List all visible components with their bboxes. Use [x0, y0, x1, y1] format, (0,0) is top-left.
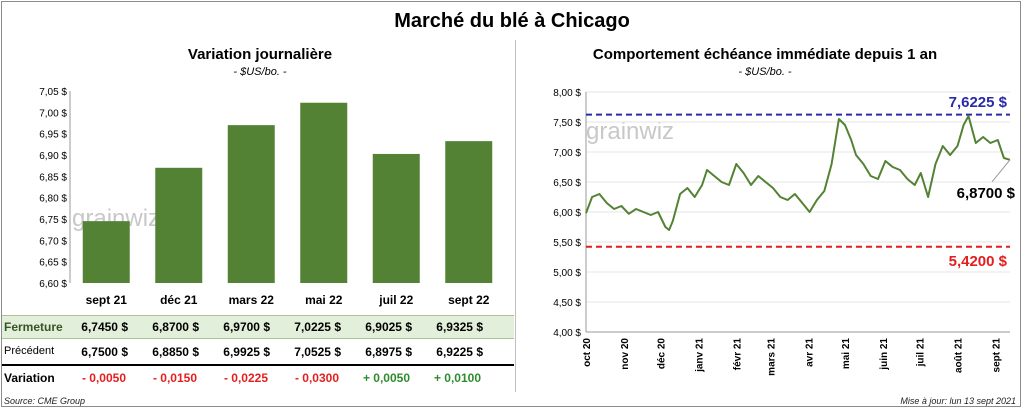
change-row-label: Variation — [4, 371, 55, 385]
change-cell: - 0,0300 — [294, 371, 339, 385]
x-tick-label: août 21 — [953, 338, 964, 373]
previous-cell: 6,9225 $ — [436, 345, 483, 359]
y-tick-label: 6,00 $ — [553, 208, 581, 219]
line-chart: grainwiz 7,6225 $ 5,4200 $ 6,8700 $ 4,00… — [553, 88, 1016, 376]
bar — [227, 125, 275, 283]
y-tick-label: 7,05 $ — [39, 87, 67, 98]
bar-chart: grainwiz 6,60 $6,65 $6,70 $6,75 $6,80 $6… — [39, 87, 493, 307]
bar — [445, 141, 493, 283]
last-value-label: 6,8700 $ — [957, 185, 1016, 202]
x-tick-label: mars 22 — [229, 293, 275, 307]
previous-cell: 6,8975 $ — [365, 345, 412, 359]
x-tick-label: oct 20 — [582, 338, 593, 367]
x-tick-label: sept 21 — [86, 293, 128, 307]
bar-chart-title: Variation journalière — [187, 46, 333, 63]
y-tick-label: 5,50 $ — [553, 238, 581, 249]
x-tick-label: févr 21 — [732, 338, 743, 371]
y-tick-label: 6,80 $ — [39, 194, 67, 205]
last-value-leader — [991, 159, 1011, 183]
change-cell: - 0,0150 — [152, 371, 197, 385]
table-divider — [2, 364, 514, 366]
change-cell: + 0,0050 — [362, 371, 410, 385]
x-tick-label: avr 21 — [804, 338, 815, 367]
bar — [300, 102, 348, 283]
bar — [82, 221, 130, 283]
x-tick-label: déc 20 — [657, 338, 668, 370]
x-tick-label: juil 21 — [916, 338, 927, 368]
x-tick-label: mars 21 — [767, 338, 778, 376]
update-note: Mise à jour: lun 13 sept 2021 — [900, 396, 1016, 406]
y-tick-label: 7,00 $ — [39, 108, 67, 119]
line-chart-title: Comportement échéance immédiate depuis 1… — [592, 46, 938, 63]
x-tick-label: juin 21 — [879, 338, 890, 371]
x-tick-label: janv 21 — [694, 338, 705, 373]
change-cell: - 0,0225 — [223, 371, 268, 385]
bar — [155, 167, 203, 283]
y-tick-label: 7,00 $ — [553, 148, 581, 159]
x-tick-label: sept 22 — [448, 293, 490, 307]
bar-chart-subtitle: - $US/bo. - — [233, 66, 287, 78]
close-cell: 6,7450 $ — [81, 320, 128, 334]
y-tick-label: 4,00 $ — [553, 328, 581, 339]
bar — [372, 153, 420, 283]
y-tick-label: 6,95 $ — [39, 130, 67, 141]
x-tick-label: nov 20 — [620, 338, 631, 370]
y-tick-label: 6,65 $ — [39, 258, 67, 269]
previous-cell: 6,8850 $ — [152, 345, 199, 359]
y-tick-label: 7,50 $ — [553, 118, 581, 129]
y-tick-label: 6,60 $ — [39, 279, 67, 290]
previous-cell: 6,7500 $ — [81, 345, 128, 359]
y-tick-label: 6,85 $ — [39, 172, 67, 183]
y-tick-label: 8,00 $ — [553, 88, 581, 99]
close-cell: 6,9025 $ — [365, 320, 412, 334]
close-cell: 7,0225 $ — [294, 320, 341, 334]
y-tick-label: 6,90 $ — [39, 151, 67, 162]
previous-cell: 7,0525 $ — [294, 345, 341, 359]
close-row: Fermeture 6,7450 $ 6,8700 $ 6,9700 $ 7,0… — [2, 315, 514, 339]
low-value-label: 5,4200 $ — [949, 253, 1008, 270]
close-row-label: Fermeture — [4, 320, 63, 334]
y-tick-label: 6,75 $ — [39, 215, 67, 226]
price-line — [585, 115, 1011, 231]
y-tick-label: 6,70 $ — [39, 236, 67, 247]
y-tick-label: 6,50 $ — [553, 178, 581, 189]
previous-cell: 6,9925 $ — [223, 345, 270, 359]
close-cell: 6,8700 $ — [152, 320, 199, 334]
change-cell: + 0,0100 — [433, 371, 481, 385]
change-cell: - 0,0050 — [81, 371, 126, 385]
x-tick-label: mai 22 — [305, 293, 343, 307]
x-tick-label: déc 21 — [160, 293, 198, 307]
x-tick-label: juil 22 — [378, 293, 413, 307]
high-value-label: 7,6225 $ — [949, 94, 1008, 111]
y-tick-label: 4,50 $ — [553, 298, 581, 309]
previous-row: Précédent 6,7500 $ 6,8850 $ 6,9925 $ 7,0… — [2, 341, 514, 363]
previous-row-label: Précédent — [4, 345, 55, 357]
y-tick-label: 5,00 $ — [553, 268, 581, 279]
close-cell: 6,9325 $ — [436, 320, 483, 334]
change-row: Variation - 0,0050 - 0,0150 - 0,0225 - 0… — [2, 367, 514, 389]
x-tick-label: mai 21 — [841, 338, 852, 370]
source-note: Source: CME Group — [4, 396, 86, 406]
main-title: Marché du blé à Chicago — [394, 10, 630, 32]
x-tick-label: sept 21 — [991, 338, 1002, 373]
line-chart-subtitle: - $US/bo. - — [738, 66, 792, 78]
panel-divider — [515, 40, 516, 392]
close-cell: 6,9700 $ — [223, 320, 270, 334]
